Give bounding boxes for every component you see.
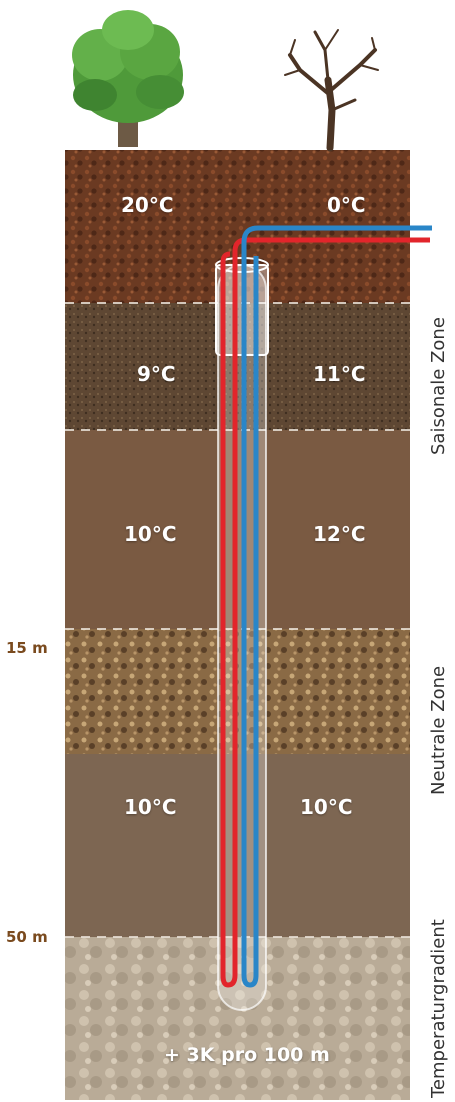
temp-row3-left: 10°C bbox=[124, 522, 177, 546]
zone-label-gradient: Temperaturgradient bbox=[428, 919, 449, 1098]
temp-row3-right: 12°C bbox=[313, 522, 366, 546]
zone-label-neutral: Neutrale Zone bbox=[428, 665, 449, 795]
temp-row4-right: 10°C bbox=[300, 795, 353, 819]
zone-label-seasonal: Saisonale Zone bbox=[428, 317, 449, 455]
depth-marker-15m: 15 m bbox=[6, 639, 48, 657]
bare-tree-icon bbox=[284, 29, 379, 152]
gradient-label: + 3K pro 100 m bbox=[164, 1044, 330, 1066]
temp-row4-left: 10°C bbox=[124, 795, 177, 819]
temp-row2-left: 9°C bbox=[137, 362, 176, 386]
temp-row1-right: 0°C bbox=[327, 193, 366, 217]
pipe-supply-hot bbox=[220, 237, 430, 988]
depth-marker-50m: 50 m bbox=[6, 928, 48, 946]
leafy-tree-icon bbox=[72, 10, 184, 147]
pipe-return-cold bbox=[241, 225, 432, 988]
temp-row1-left: 20°C bbox=[121, 193, 174, 217]
temp-row2-right: 11°C bbox=[313, 362, 366, 386]
